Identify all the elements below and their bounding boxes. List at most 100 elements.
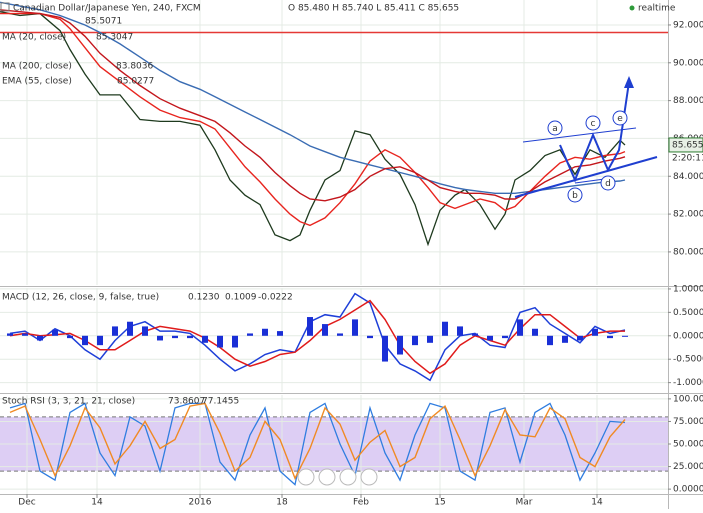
zoom-toolbar [297, 468, 378, 486]
histogram-bar [442, 321, 448, 336]
histogram-bar [277, 331, 283, 336]
stoch-title: Stoch RSI (3, 3, 21, 21, close) [2, 397, 135, 407]
histogram-bar [427, 335, 433, 343]
wave-label: d [605, 179, 611, 189]
wave-marker [585, 115, 601, 131]
indicator-value: 85.5071 [85, 17, 122, 27]
wave-label: a [552, 124, 558, 134]
x-tick-label: 18 [276, 498, 288, 508]
toolbar-button[interactable] [360, 468, 378, 486]
y-tick-label: 0.0000 [673, 331, 703, 341]
x-tick-label: Dec [18, 498, 35, 508]
arrow-head [624, 76, 634, 88]
histogram-bar [142, 326, 148, 336]
y-tick-label: -1.0000 [673, 378, 703, 388]
series-line [0, 9, 626, 202]
legend-name: MA (200, close) [2, 62, 72, 72]
toolbar-button[interactable] [297, 468, 315, 486]
y-tick-label: 1.0000 [673, 284, 703, 294]
histogram-bar [352, 319, 358, 336]
histogram-bar [82, 335, 88, 346]
y-tick-label: 90.000 [673, 58, 703, 68]
legend-name: EMA (55, close) [2, 77, 72, 87]
legend-value: 83.8036 [116, 62, 153, 72]
histogram-bar [127, 321, 133, 336]
y-tick-label: 84.000 [673, 172, 703, 182]
trend-line [514, 156, 658, 198]
x-tick-label: Feb [353, 498, 369, 508]
histogram-bar [382, 335, 388, 362]
histogram-bar [172, 335, 178, 339]
series-line [0, 11, 626, 247]
y-tick-label: 88.000 [673, 96, 703, 106]
histogram-bar [502, 335, 508, 339]
symbol-title: Canadian Dollar/Japanese Yen, 240, FXCM [13, 4, 201, 14]
y-tick-label: 92.000 [673, 20, 703, 30]
collapse-icon[interactable] [0, 2, 10, 12]
histogram-bar [217, 335, 223, 348]
histogram-bar [412, 335, 418, 346]
legend-value: 0.1009 [225, 293, 257, 303]
histogram-bar [592, 328, 598, 336]
legend-name: MA (20, close) [2, 33, 66, 43]
series-line [9, 402, 626, 481]
ohlc: O 85.480 H 85.740 L 85.411 C 85.655 [288, 4, 459, 14]
histogram-bar [157, 335, 163, 341]
histogram-bar [397, 335, 403, 355]
histogram-bar [562, 335, 568, 343]
x-tick-label: 14 [91, 498, 103, 508]
histogram-bar [337, 333, 343, 336]
wave-marker [547, 120, 563, 136]
histogram-bar [37, 335, 43, 341]
histogram-bar [97, 335, 103, 346]
wave-marker [600, 175, 616, 191]
histogram-bar [622, 335, 628, 337]
countdown: 2:20:11 [672, 153, 703, 163]
legend-value: 0.1230 [188, 293, 220, 303]
series-line [9, 402, 626, 486]
wave-label: b [572, 191, 578, 201]
marks [0, 1, 668, 486]
series-line [9, 292, 626, 382]
histogram-bar [52, 329, 58, 336]
histogram-bar [607, 335, 613, 339]
x-tick-label: Mar [516, 498, 533, 508]
toolbar-button[interactable] [339, 468, 357, 486]
histogram-bar [577, 335, 583, 341]
wave-marker [567, 187, 583, 203]
price-tag-label: 85.655 [672, 140, 703, 150]
wave-path [559, 81, 630, 183]
status: realtime [638, 4, 676, 14]
histogram-bar [7, 333, 13, 336]
toolbar-button[interactable] [318, 468, 336, 486]
x-tick-label: 2016 [189, 498, 212, 508]
legend-value: 73.8607 [168, 397, 205, 407]
x-tick-label: 15 [434, 498, 445, 508]
histogram-bar [67, 335, 73, 339]
legend-value: 85.3047 [96, 33, 133, 43]
y-tick-label: 25.0000 [673, 462, 703, 472]
wave-label: c [591, 119, 596, 129]
legend-value: 85.0277 [117, 77, 154, 87]
histogram-bar [262, 328, 268, 336]
histogram-bar [322, 324, 328, 336]
status-dot [629, 5, 635, 11]
histogram-bar [307, 317, 313, 336]
histogram-bar [247, 333, 253, 336]
legend-value: -0.0222 [258, 293, 293, 303]
histogram-bar [532, 328, 538, 336]
histogram-bar [367, 335, 373, 339]
histogram-bar [112, 326, 118, 336]
histogram-bar [187, 335, 193, 339]
y-tick-label: 0.0000 [673, 485, 703, 495]
price-tag [668, 137, 703, 153]
wave-label: e [617, 114, 623, 124]
histogram-bar [517, 319, 523, 336]
histogram-bar [232, 335, 238, 348]
y-tick-label: 100.0000 [673, 394, 703, 404]
y-tick-label: 75.0000 [673, 417, 703, 427]
histogram-bar [22, 333, 28, 336]
macd-title: MACD (12, 26, close, 9, false, true) [2, 293, 159, 303]
y-tick-label: 0.5000 [673, 308, 703, 318]
